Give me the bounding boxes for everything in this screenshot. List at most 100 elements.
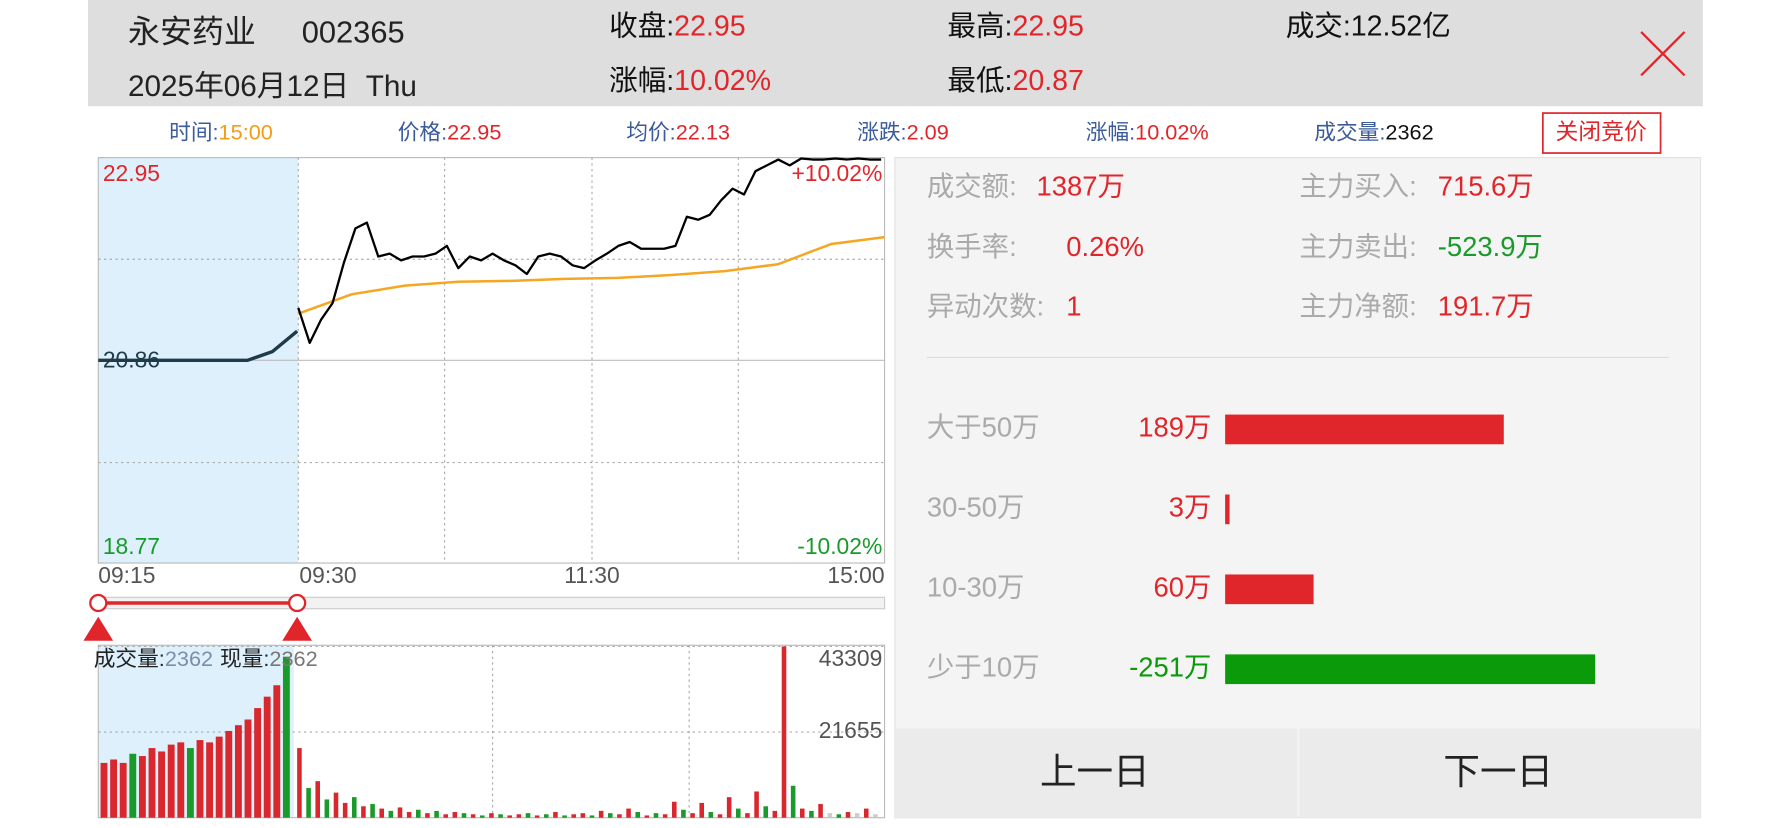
value: 22.95 bbox=[1012, 10, 1083, 42]
volume-bar bbox=[315, 781, 320, 818]
volume-bar bbox=[470, 814, 476, 818]
volume-legend: 成交量:2362 现量:2362 bbox=[94, 646, 318, 671]
volume-bar bbox=[717, 814, 723, 818]
range-slider[interactable] bbox=[83, 593, 886, 641]
label: 现量: bbox=[220, 646, 269, 671]
stat-label: 主力卖出: bbox=[1299, 231, 1416, 262]
stock-name: 永安药业 bbox=[128, 14, 256, 50]
volume-bar bbox=[273, 685, 281, 818]
label: 最高: bbox=[947, 10, 1012, 42]
volume-bar bbox=[507, 815, 512, 818]
flow-label: 大于50万 bbox=[927, 412, 1040, 443]
next-day-label[interactable]: 下一日 bbox=[1443, 751, 1553, 792]
value: 22.13 bbox=[676, 119, 730, 144]
stat-value: 0.26% bbox=[1066, 231, 1144, 262]
average-line bbox=[297, 235, 885, 315]
volume-bar bbox=[580, 813, 586, 818]
volume-bar bbox=[388, 810, 394, 818]
volume-bar bbox=[452, 812, 458, 818]
flow-bar bbox=[1225, 654, 1596, 685]
x-tick-label: 09:30 bbox=[299, 562, 356, 588]
value: 15:00 bbox=[219, 119, 273, 144]
volume-bar bbox=[443, 814, 448, 818]
y-tick-label: 43309 bbox=[819, 645, 883, 671]
volume-bar bbox=[873, 814, 878, 818]
volume-bar bbox=[234, 725, 242, 818]
low-field: 最低:20.87 bbox=[947, 65, 1084, 97]
volume-bar bbox=[708, 812, 714, 818]
volume-bar bbox=[672, 801, 677, 818]
volume-bar bbox=[342, 802, 348, 818]
slider-handle[interactable] bbox=[89, 593, 108, 613]
volume-bar bbox=[129, 753, 137, 818]
info-field: 涨幅:10.02% bbox=[1086, 119, 1209, 144]
volume-bar bbox=[119, 762, 127, 818]
volume-bar bbox=[282, 656, 290, 818]
volume-bar bbox=[608, 813, 613, 818]
prev-day-button[interactable] bbox=[894, 728, 1298, 818]
close-button[interactable] bbox=[1634, 25, 1691, 82]
price-line bbox=[297, 157, 882, 344]
stat-value: 715.6万 bbox=[1438, 171, 1534, 202]
stat-label: 主力净额: bbox=[1299, 291, 1416, 322]
volume-bar bbox=[397, 807, 403, 818]
label: 价格: bbox=[398, 119, 447, 144]
volume-bar bbox=[379, 808, 384, 818]
volume-bar bbox=[196, 740, 204, 818]
auction-toggle[interactable] bbox=[1541, 112, 1662, 154]
volume-bar bbox=[480, 815, 485, 818]
prev-day-label[interactable]: 上一日 bbox=[1040, 751, 1150, 792]
volume-bar bbox=[225, 730, 233, 818]
volume-bar bbox=[186, 748, 194, 818]
volume-bar bbox=[662, 814, 668, 818]
volume-bar bbox=[827, 813, 832, 818]
volume-bar bbox=[138, 756, 146, 818]
volume-bar bbox=[681, 809, 686, 818]
stat-value: 1 bbox=[1066, 291, 1081, 322]
volume-bar bbox=[416, 809, 421, 818]
flow-value: 189万 bbox=[1138, 412, 1211, 443]
flow-bar bbox=[1225, 414, 1504, 445]
volume-bar bbox=[352, 797, 357, 818]
volume-bar bbox=[800, 808, 805, 818]
slider-handle[interactable] bbox=[287, 593, 307, 613]
label: 涨幅: bbox=[1086, 119, 1135, 144]
y-tick-label: 22.95 bbox=[103, 160, 160, 186]
y-tick-label: 18.77 bbox=[103, 533, 160, 559]
volume-bar bbox=[653, 813, 659, 818]
volume-bar bbox=[516, 814, 522, 818]
volume-bar bbox=[763, 806, 768, 818]
stat-label: 主力买入: bbox=[1299, 171, 1416, 202]
value: 2362 bbox=[1385, 119, 1433, 144]
volume-bar bbox=[100, 762, 108, 818]
volume-bar bbox=[167, 744, 175, 818]
label: 均价: bbox=[626, 119, 675, 144]
x-tick-label: 15:00 bbox=[827, 562, 884, 588]
stat-label: 异动次数: bbox=[927, 291, 1044, 322]
close-icon bbox=[1640, 31, 1686, 77]
volume-bar bbox=[361, 806, 366, 818]
stat-label: 换手率: bbox=[927, 231, 1017, 262]
volume-bar bbox=[726, 797, 732, 818]
value: 12.52亿 bbox=[1351, 10, 1451, 42]
label: 收盘: bbox=[609, 10, 674, 42]
trade-date: 2025年06月12日 Thu bbox=[128, 70, 417, 103]
next-day-button[interactable] bbox=[1299, 728, 1701, 818]
auction-toggle-label[interactable]: 关闭竞价 bbox=[1555, 119, 1647, 145]
value: 20.87 bbox=[1012, 65, 1083, 97]
flow-bar bbox=[1225, 574, 1314, 605]
auction-line bbox=[98, 329, 299, 363]
flow-value: -251万 bbox=[1129, 651, 1211, 682]
slider-arrow[interactable] bbox=[282, 616, 312, 641]
volume-bar bbox=[525, 813, 531, 818]
volume-bar bbox=[589, 815, 595, 818]
volume-bar bbox=[809, 810, 814, 818]
volume-bar bbox=[206, 742, 214, 818]
volume-bar bbox=[297, 748, 302, 818]
volume-bar bbox=[598, 810, 604, 818]
volume-bar bbox=[699, 802, 704, 818]
slider-arrow[interactable] bbox=[83, 616, 114, 641]
stat-value: 1387万 bbox=[1037, 171, 1125, 202]
flow-label: 少于10万 bbox=[927, 651, 1040, 682]
